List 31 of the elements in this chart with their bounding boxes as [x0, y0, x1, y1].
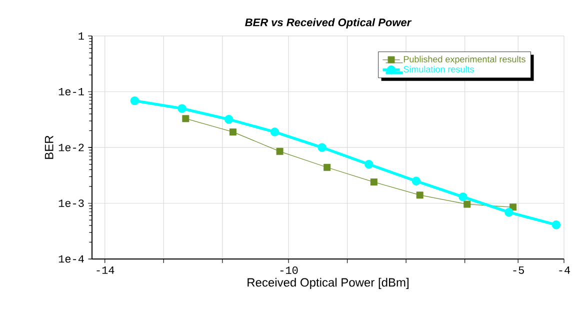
point	[324, 164, 331, 171]
point	[412, 176, 421, 186]
point	[318, 143, 326, 152]
y-tick-label: 1	[78, 32, 84, 40]
point	[504, 208, 514, 217]
point	[224, 114, 234, 124]
point	[276, 148, 284, 155]
y-tick-label: 1e-1	[58, 88, 84, 96]
point	[364, 160, 374, 169]
point	[182, 115, 190, 122]
point	[229, 128, 236, 136]
x-tick-label: -10	[280, 266, 298, 274]
legend-label: Simulation results	[404, 66, 474, 72]
point	[270, 128, 280, 136]
x-axis-title: Received Optical Power [dBm]	[248, 278, 408, 290]
point	[552, 220, 561, 230]
legend-label: Published experimental results	[404, 56, 526, 64]
y-axis-title: BER	[44, 136, 54, 159]
point	[458, 192, 468, 202]
point	[464, 200, 471, 208]
y-tick-label: 1e-2	[58, 144, 84, 152]
y-tick-label: 1e-4	[58, 255, 84, 263]
x-tick-label: -5	[513, 266, 524, 274]
chart-title: BER vs Received Optical Power	[245, 18, 412, 28]
point	[370, 178, 378, 186]
x-tick-label: -4	[559, 266, 570, 274]
point	[178, 104, 186, 113]
point	[416, 192, 424, 199]
point	[130, 96, 140, 106]
y-tick-label: 1e-3	[58, 200, 84, 207]
x-tick-label: -14	[96, 266, 114, 274]
